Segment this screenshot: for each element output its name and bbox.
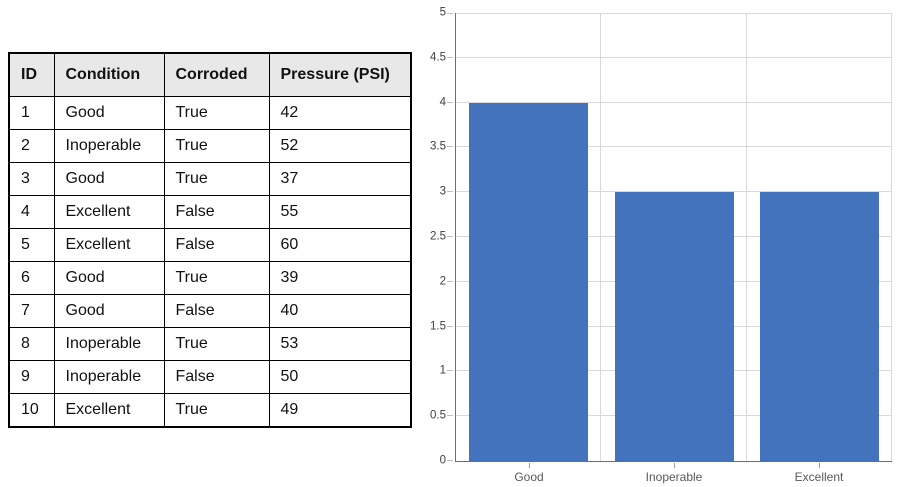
y-axis-tick-1.5 bbox=[447, 326, 453, 327]
cell-corroded: True bbox=[163, 261, 270, 295]
table-row: 3 Good True 37 bbox=[8, 162, 412, 196]
y-axis-tick-2.5 bbox=[447, 236, 453, 237]
chart-plot-area: 0 0.5 1 1.5 2 2.5 3 3.5 4 4.5 5 Good Inoperable Excel… bbox=[430, 7, 892, 484]
table-row: 8 Inoperable True 53 bbox=[8, 327, 412, 361]
y-axis-label-0.5: 0.5 bbox=[430, 409, 446, 422]
cell-id: 6 bbox=[8, 261, 55, 295]
cell-pressure: 39 bbox=[268, 261, 412, 295]
cell-id: 8 bbox=[8, 327, 55, 361]
table-header-row: ID Condition Corroded Pressure (PSI) bbox=[8, 52, 412, 97]
cell-pressure: 40 bbox=[268, 294, 412, 328]
gridline-y-4.5 bbox=[456, 57, 892, 58]
column-header-id: ID bbox=[8, 52, 55, 97]
x-axis-tick-inoperable bbox=[674, 463, 675, 468]
y-axis-label-0: 0 bbox=[439, 454, 446, 467]
table-row: 6 Good True 39 bbox=[8, 261, 412, 295]
gridline-y-3 bbox=[456, 191, 892, 192]
y-axis-label-1: 1 bbox=[439, 364, 446, 377]
column-header-pressure: Pressure (PSI) bbox=[268, 52, 412, 97]
y-axis-tick-2 bbox=[447, 281, 453, 282]
table-row: 9 Inoperable False 50 bbox=[8, 360, 412, 394]
gridline-y-4 bbox=[456, 102, 892, 103]
cell-condition: Good bbox=[53, 162, 165, 196]
cell-condition: Excellent bbox=[53, 228, 165, 262]
table-row: 5 Excellent False 60 bbox=[8, 228, 412, 262]
table-row: 1 Good True 42 bbox=[8, 96, 412, 130]
cell-condition: Inoperable bbox=[53, 360, 165, 394]
bar-good bbox=[469, 103, 588, 461]
cell-corroded: False bbox=[163, 294, 270, 328]
cell-corroded: True bbox=[163, 393, 270, 428]
cell-id: 1 bbox=[8, 96, 55, 130]
cell-pressure: 53 bbox=[268, 327, 412, 361]
table-row: 2 Inoperable True 52 bbox=[8, 129, 412, 163]
cell-corroded: True bbox=[163, 96, 270, 130]
cell-pressure: 42 bbox=[268, 96, 412, 130]
gridline-x-2 bbox=[746, 13, 747, 461]
cell-pressure: 37 bbox=[268, 162, 412, 196]
cell-pressure: 49 bbox=[268, 393, 412, 428]
x-axis-label-good: Good bbox=[514, 470, 544, 484]
cell-pressure: 60 bbox=[268, 228, 412, 262]
cell-condition: Good bbox=[53, 294, 165, 328]
cell-pressure: 55 bbox=[268, 195, 412, 229]
table-row: 4 Excellent False 55 bbox=[8, 195, 412, 229]
cell-id: 7 bbox=[8, 294, 55, 328]
y-axis-tick-4 bbox=[447, 102, 453, 103]
cell-corroded: True bbox=[163, 129, 270, 163]
x-axis-tick-excellent bbox=[819, 463, 820, 468]
column-header-condition: Condition bbox=[53, 52, 165, 97]
bar-inoperable bbox=[615, 192, 734, 461]
cell-condition: Inoperable bbox=[53, 129, 165, 163]
y-axis-tick-3 bbox=[447, 191, 453, 192]
table-row: 7 Good False 40 bbox=[8, 294, 412, 328]
cell-id: 2 bbox=[8, 129, 55, 163]
y-axis-tick-0 bbox=[447, 460, 453, 461]
gridline-x-1 bbox=[600, 13, 601, 461]
cell-corroded: False bbox=[163, 195, 270, 229]
bar-excellent bbox=[760, 192, 879, 461]
cell-id: 10 bbox=[8, 393, 55, 428]
y-axis-label-1.5: 1.5 bbox=[430, 320, 446, 333]
cell-corroded: False bbox=[163, 360, 270, 394]
y-axis-tick-0.5 bbox=[447, 415, 453, 416]
cell-condition: Excellent bbox=[53, 195, 165, 229]
cell-id: 4 bbox=[8, 195, 55, 229]
cell-condition: Excellent bbox=[53, 393, 165, 428]
plot-right-border bbox=[891, 13, 892, 461]
pipe-condition-table: ID Condition Corroded Pressure (PSI) 1 G… bbox=[8, 52, 412, 428]
gridline-y-5 bbox=[456, 13, 892, 14]
y-axis-tick-3.5 bbox=[447, 146, 453, 147]
y-axis-label-4.5: 4.5 bbox=[430, 51, 446, 64]
cell-id: 3 bbox=[8, 162, 55, 196]
cell-condition: Good bbox=[53, 96, 165, 130]
y-axis-label-3.5: 3.5 bbox=[430, 140, 446, 153]
y-axis-label-3: 3 bbox=[439, 185, 446, 198]
cell-condition: Inoperable bbox=[53, 327, 165, 361]
y-axis-label-4: 4 bbox=[439, 96, 446, 109]
cell-corroded: False bbox=[163, 228, 270, 262]
gridline-y-3.5 bbox=[456, 146, 892, 147]
y-axis-tick-1 bbox=[447, 370, 453, 371]
y-axis-label-2.5: 2.5 bbox=[430, 230, 446, 243]
column-header-corroded: Corroded bbox=[163, 52, 270, 97]
cell-corroded: True bbox=[163, 327, 270, 361]
x-axis-label-inoperable: Inoperable bbox=[645, 470, 703, 484]
table-row: 10 Excellent True 49 bbox=[8, 393, 412, 428]
cell-condition: Good bbox=[53, 261, 165, 295]
cell-id: 9 bbox=[8, 360, 55, 394]
y-axis-label-2: 2 bbox=[439, 275, 446, 288]
condition-count-bar-chart: 0 0.5 1 1.5 2 2.5 3 3.5 4 4.5 5 Good Inoperable Excel… bbox=[430, 7, 892, 484]
cell-id: 5 bbox=[8, 228, 55, 262]
y-axis-tick-5 bbox=[447, 13, 453, 14]
cell-pressure: 52 bbox=[268, 129, 412, 163]
x-axis-label-excellent: Excellent bbox=[794, 470, 844, 484]
y-axis-label-5: 5 bbox=[439, 6, 446, 19]
y-axis-tick-4.5 bbox=[447, 57, 453, 58]
cell-corroded: True bbox=[163, 162, 270, 196]
x-axis-tick-good bbox=[529, 463, 530, 468]
cell-pressure: 50 bbox=[268, 360, 412, 394]
